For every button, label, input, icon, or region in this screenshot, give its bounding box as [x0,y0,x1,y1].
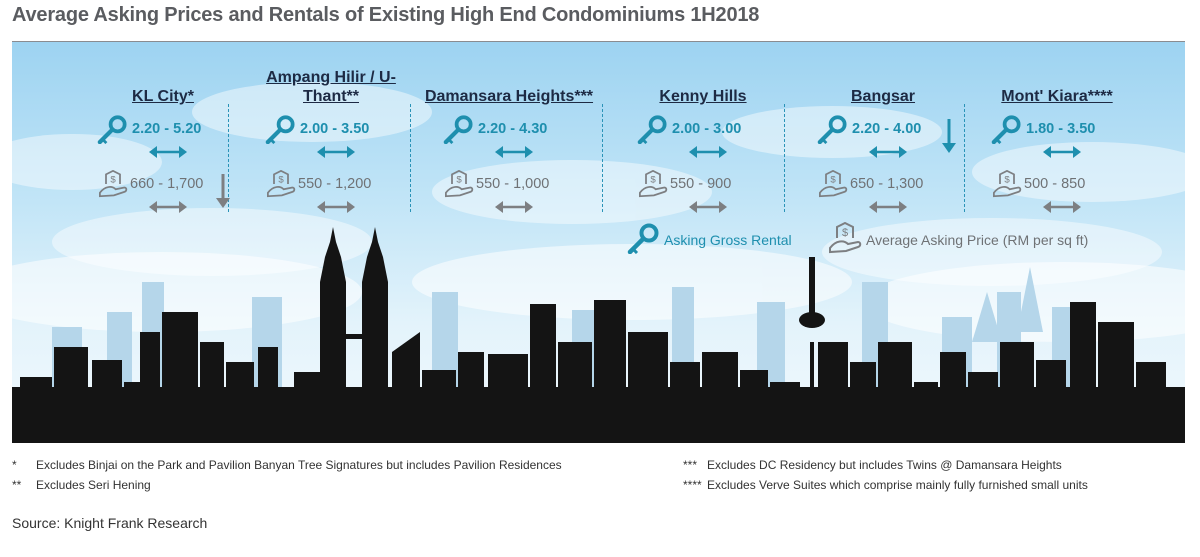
district-1: Ampang Hilir / U-Thant** 2.00 - 3.50 $550 … [246,64,416,213]
key-icon [96,114,128,145]
district-name: KL City* [132,88,194,105]
price-trend-double-arrow-icon [689,200,727,214]
price-range: 500 - 850 [1024,176,1086,192]
district-2: Damansara Heights*** 2.20 - 4.30 $550 - 1,… [424,64,594,213]
rental-trend-double-arrow-icon [689,145,727,159]
district-name: Kenny Hills [659,88,747,105]
district-separator [410,104,411,212]
chart-panel: Asking Gross Rental $ Average Asking Pri… [12,42,1185,443]
district-4: Bangsar 2.20 - 4.00 $650 - 1,300 [798,64,968,213]
price-range: 660 - 1,700 [130,176,204,192]
rental-trend-double-arrow-icon [317,145,355,159]
svg-text:$: $ [830,174,836,185]
svg-text:$: $ [650,174,656,185]
price-trend-double-arrow-icon [495,200,533,214]
district-3: Kenny Hills 2.00 - 3.00 $550 - 900 [618,64,788,213]
svg-text:$: $ [278,174,284,185]
price-range: 550 - 1,000 [476,176,550,192]
key-icon [636,114,668,145]
district-0: KL City* 2.20 - 5.20 $660 - 1,700 [78,64,248,213]
footnote: *** Excludes DC Residency but includes Tw… [683,458,1062,472]
rental-trend-double-arrow-icon [495,145,533,159]
rental-range: 2.20 - 5.20 [132,121,202,137]
house-dollar-icon: $ [828,221,862,254]
key-icon [626,222,660,255]
district-name: Damansara Heights*** [424,88,594,105]
district-name: Bangsar [850,88,916,105]
chart-title: Average Asking Prices and Rentals of Exi… [12,4,760,26]
svg-text:$: $ [1004,174,1010,185]
district-separator [964,104,965,212]
rental-range: 2.20 - 4.00 [852,121,922,137]
key-icon [442,114,474,145]
price-range: 650 - 1,300 [850,176,924,192]
rental-range: 2.00 - 3.50 [300,121,370,137]
title-divider [12,41,1185,42]
footnote: * Excludes Binjai on the Park and Pavilio… [12,458,562,472]
svg-text:$: $ [110,174,116,185]
house-dollar-icon: $ [638,169,668,198]
rental-range: 1.80 - 3.50 [1026,121,1096,137]
legend-price-label: Average Asking Price (RM per sq ft) [866,232,1089,248]
footnote: ** Excludes Seri Hening [12,478,151,492]
house-dollar-icon: $ [266,169,296,198]
district-separator [602,104,603,212]
price-trend-double-arrow-icon [317,200,355,214]
district-separator [784,104,785,212]
rental-trend-double-arrow-icon [1043,145,1081,159]
footnote: **** Excludes Verve Suites which comprise… [683,478,1088,492]
rental-range: 2.00 - 3.00 [672,121,742,137]
key-icon [816,114,848,145]
source-note: Source: Knight Frank Research [12,515,208,531]
price-range: 550 - 1,200 [298,176,372,192]
rental-trend-double-arrow-icon [149,145,187,159]
house-dollar-icon: $ [992,169,1022,198]
price-range: 550 - 900 [670,176,732,192]
price-trend-double-arrow-icon [869,200,907,214]
house-dollar-icon: $ [818,169,848,198]
rental-trend-double-arrow-icon [869,145,907,159]
svg-text:$: $ [842,227,848,239]
city-skyline-illustration [12,227,1185,443]
district-name: Ampang Hilir / U-Thant** [266,69,396,105]
key-icon [264,114,296,145]
house-dollar-icon: $ [98,169,128,198]
legend-rental-label: Asking Gross Rental [664,232,792,248]
rental-trend-down-arrow-icon [942,119,956,153]
svg-text:$: $ [456,174,462,185]
district-separator [228,104,229,212]
price-trend-double-arrow-icon [1043,200,1081,214]
district-name: Mont' Kiara**** [1001,88,1113,105]
price-trend-down-arrow-icon [216,174,230,208]
house-dollar-icon: $ [444,169,474,198]
district-5: Mont' Kiara**** 1.80 - 3.50 $500 - 850 [972,64,1142,213]
price-trend-double-arrow-icon [149,200,187,214]
key-icon [990,114,1022,145]
rental-range: 2.20 - 4.30 [478,121,548,137]
